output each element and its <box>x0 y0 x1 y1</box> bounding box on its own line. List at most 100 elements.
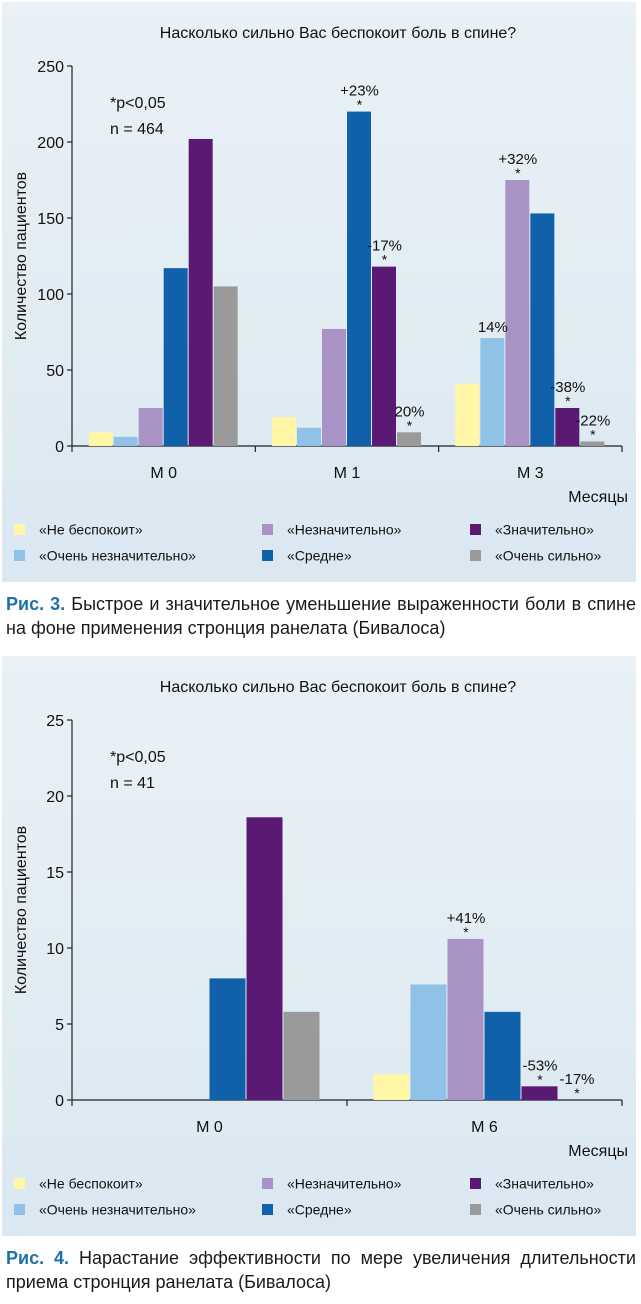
legend-swatch <box>262 549 273 561</box>
y-tick-label: 50 <box>46 363 64 380</box>
legend-label: «Значительно» <box>495 1175 594 1192</box>
bar <box>188 138 213 446</box>
bar <box>347 111 371 446</box>
legend-swatch <box>470 1177 481 1189</box>
legend-swatch <box>470 523 481 535</box>
caption-label: Рис. 3. <box>6 594 66 614</box>
legend-swatch <box>14 1203 25 1215</box>
bar <box>297 427 321 446</box>
chart-note: *p<0,05 <box>110 749 166 766</box>
significance-star: * <box>463 924 469 940</box>
legend-item: «Очень незначительно» <box>14 1200 196 1218</box>
chart-title: Насколько сильно Вас беспокоит боль в сп… <box>160 679 517 696</box>
legend-item: «Не беспокоит» <box>14 1174 143 1192</box>
significance-star: * <box>357 97 363 113</box>
y-tick-label: 15 <box>46 865 64 882</box>
bar <box>530 213 555 446</box>
x-tick-label: М 3 <box>517 465 544 482</box>
bar <box>209 978 246 1100</box>
significance-star: * <box>382 252 388 268</box>
legend-swatch <box>470 549 481 561</box>
data-annotation: -53% <box>522 1057 557 1074</box>
legend-label: «Очень незначительно» <box>39 1201 196 1218</box>
bar <box>410 984 447 1100</box>
bar <box>372 266 396 446</box>
legend-item: «Очень незначительно» <box>14 546 196 564</box>
legend-item: «Незначительно» <box>262 520 401 538</box>
data-annotation: -17% <box>559 1071 594 1088</box>
legend-item: «Очень сильно» <box>470 546 601 564</box>
figure-caption-4: Рис. 4. Нарастание эффективности по мере… <box>6 1246 636 1294</box>
legend-label: «Очень сильно» <box>495 547 602 564</box>
y-tick-label: 150 <box>37 211 64 228</box>
significance-star: * <box>407 417 413 433</box>
y-tick-label: 5 <box>55 1017 64 1034</box>
y-tick-label: 25 <box>46 713 64 730</box>
legend-item: «Средне» <box>262 546 352 564</box>
legend-item: «Очень сильно» <box>470 1200 601 1218</box>
x-tick-label: М 0 <box>196 1119 223 1136</box>
chart-note: *p<0,05 <box>110 95 166 112</box>
bar <box>480 338 505 446</box>
legend-item: «Средне» <box>262 1200 352 1218</box>
y-tick-label: 10 <box>46 941 64 958</box>
bar <box>113 436 138 446</box>
data-annotation: -17% <box>367 238 402 255</box>
y-tick-label: 250 <box>37 59 64 76</box>
bar <box>213 286 238 446</box>
data-annotation: -22% <box>575 412 610 429</box>
bar-chart-fig3: Насколько сильно Вас беспокоит боль в сп… <box>13 25 628 506</box>
x-axis-label: Месяцы <box>568 489 628 506</box>
bar <box>455 383 480 446</box>
significance-star: * <box>565 393 571 409</box>
bar <box>505 180 530 446</box>
legend-label: «Значительно» <box>495 521 594 538</box>
bar <box>447 938 484 1100</box>
bar <box>138 408 163 446</box>
legend-label: «Незначительно» <box>287 521 402 538</box>
significance-star: * <box>590 426 596 442</box>
chart-panel-fig3: Насколько сильно Вас беспокоит боль в сп… <box>2 2 636 582</box>
y-tick-label: 0 <box>55 439 64 456</box>
x-axis-label: Месяцы <box>568 1143 628 1160</box>
legend-label: «Средне» <box>287 547 352 564</box>
legend-label: «Не беспокоит» <box>39 1175 143 1192</box>
legend-swatch <box>14 523 25 535</box>
caption-label: Рис. 4. <box>6 1248 70 1268</box>
significance-star: * <box>574 1085 580 1101</box>
legend-label: «Незначительно» <box>287 1175 402 1192</box>
legend-swatch <box>262 1177 273 1189</box>
chart-note: n = 464 <box>110 121 164 138</box>
legend-label: «Не беспокоит» <box>39 521 143 538</box>
legend-label: «Очень сильно» <box>495 1201 602 1218</box>
data-annotation: -38% <box>550 379 585 396</box>
legend-item: «Значительно» <box>470 1174 594 1192</box>
caption-text: Нарастание эффективности по мере увеличе… <box>6 1248 636 1292</box>
x-tick-label: М 6 <box>471 1119 498 1136</box>
bar <box>322 328 346 446</box>
legend-item: «Значительно» <box>470 520 594 538</box>
legend-item: «Незначительно» <box>262 1174 401 1192</box>
legend-swatch <box>14 1177 25 1189</box>
y-axis-label: Количество пациентов <box>13 826 30 994</box>
y-tick-label: 0 <box>55 1093 64 1110</box>
y-axis-label: Количество пациентов <box>13 172 30 340</box>
x-tick-label: М 0 <box>150 465 177 482</box>
data-annotation: 20% <box>394 403 424 420</box>
data-annotation: +41% <box>447 910 486 927</box>
bar <box>88 432 113 446</box>
chart-panel-fig4: Насколько сильно Вас беспокоит боль в сп… <box>2 656 636 1236</box>
figure-caption-3: Рис. 3. Быстрое и значительное уменьшени… <box>6 592 636 640</box>
bar <box>283 1011 320 1100</box>
significance-star: * <box>515 165 521 181</box>
bar <box>373 1074 410 1100</box>
legend-swatch <box>14 549 25 561</box>
legend-label: «Средне» <box>287 1201 352 1218</box>
caption-text: Быстрое и значительное уменьшение выраже… <box>6 594 636 638</box>
bar <box>246 817 283 1100</box>
y-tick-label: 100 <box>37 287 64 304</box>
bar <box>397 432 421 446</box>
legend-swatch <box>262 1203 273 1215</box>
bar <box>555 408 580 446</box>
significance-star: * <box>537 1071 543 1087</box>
